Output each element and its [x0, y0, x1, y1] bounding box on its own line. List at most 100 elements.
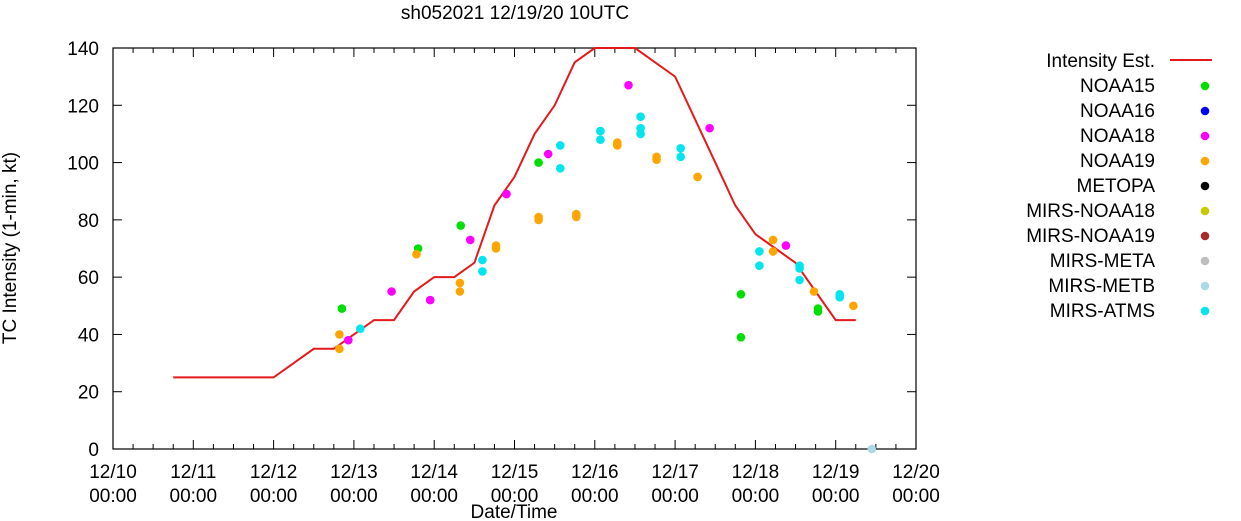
noaa19-point: [768, 247, 778, 256]
legend-label-mirs-noaa19: MIRS-NOAA19: [1026, 226, 1155, 247]
mirs-metb-point: [867, 444, 877, 454]
legend-swatch-noaa16: [1200, 106, 1210, 116]
noaa19-point: [809, 287, 819, 296]
noaa18-point: [624, 80, 633, 90]
noaa19-point: [335, 330, 344, 339]
x-tick-time: 00:00: [170, 486, 218, 507]
noaa19-point: [693, 172, 702, 182]
legend-swatch-noaa18: [1200, 131, 1210, 141]
legend-label-noaa19: NOAA19: [1080, 151, 1155, 172]
mirs-atms-point: [755, 247, 764, 256]
mirs-atms-point: [596, 126, 605, 136]
point-layer: [335, 80, 877, 454]
x-tick-time: 00:00: [651, 486, 699, 507]
x-tick-date: 12/14: [410, 462, 458, 483]
mirs-atms-point: [755, 261, 764, 271]
legend: Intensity Est. NOAA15 NOAA16 NOAA18 NOAA19 ME…: [1026, 51, 1212, 322]
x-tick-time: 00:00: [89, 486, 137, 507]
x-tick-date: 12/15: [491, 462, 539, 483]
noaa18-point: [344, 335, 353, 345]
noaa19-point: [455, 287, 465, 296]
y-tick-label: 0: [88, 440, 99, 461]
mirs-atms-point: [676, 144, 685, 153]
legend-swatch-metopa: [1200, 181, 1210, 191]
chart-title: sh052021 12/19/20 10UTC: [401, 3, 629, 24]
y-tick-label: 20: [78, 383, 99, 404]
noaa19-point: [335, 344, 344, 354]
x-tick-time: 00:00: [410, 486, 458, 507]
noaa15-point: [736, 333, 746, 342]
tick-layer: 0 20 40 60 80 100 120 140 12/10 00:00 12/11 00:00 12…: [67, 39, 939, 507]
y-axis-label: TC Intensity (1-min, kt): [0, 152, 21, 344]
noaa18-point: [502, 189, 511, 199]
noaa18-point: [387, 287, 396, 296]
y-tick-label: 60: [78, 268, 99, 289]
y-tick-label: 120: [67, 96, 99, 117]
noaa15-point: [534, 158, 543, 167]
x-tick-time: 00:00: [571, 486, 619, 507]
mirs-atms-point: [636, 129, 645, 139]
noaa18-point: [425, 295, 435, 305]
mirs-atms-point: [676, 152, 685, 162]
x-tick-date: 12/11: [170, 462, 216, 483]
plot-frame: [112, 47, 917, 450]
legend-swatch-noaa15: [1200, 81, 1210, 91]
x-tick-date: 12/10: [89, 462, 137, 483]
x-tick-time: 00:00: [812, 486, 860, 507]
legend-swatch-mirs-atms: [1200, 306, 1210, 316]
x-tick-date: 12/13: [330, 462, 378, 483]
noaa18-point: [543, 149, 553, 159]
x-tick-time: 00:00: [491, 486, 539, 507]
legend-label-noaa15: NOAA15: [1080, 76, 1155, 97]
y-tick-label: 100: [67, 154, 99, 175]
noaa15-point: [456, 221, 466, 230]
noaa19-point: [491, 244, 501, 253]
noaa18-point: [781, 241, 791, 250]
mirs-atms-point: [356, 324, 365, 334]
noaa18-point: [466, 235, 475, 245]
x-tick-date: 12/18: [732, 462, 780, 483]
legend-swatch-mirs-meta: [1200, 256, 1210, 266]
legend-label-noaa16: NOAA16: [1080, 101, 1155, 122]
legend-swatch-mirs-metb: [1200, 281, 1210, 291]
x-tick-date: 12/19: [812, 462, 860, 483]
mirs-atms-point: [795, 275, 804, 285]
x-tick-date: 12/16: [571, 462, 619, 483]
legend-label-mirs-meta: MIRS-META: [1050, 251, 1156, 272]
x-tick-time: 00:00: [892, 486, 940, 507]
noaa19-point: [768, 235, 778, 245]
mirs-atms-point: [478, 255, 487, 265]
noaa19-point: [613, 141, 622, 150]
mirs-atms-point: [478, 267, 487, 276]
noaa18-point: [705, 123, 714, 133]
x-axis-label: Date/Time: [471, 502, 558, 521]
x-tick-date: 12/17: [651, 462, 699, 483]
legend-swatch-mirs-noaa18: [1200, 206, 1210, 216]
mirs-atms-point: [556, 141, 565, 150]
intensity-estimate-line: [173, 47, 856, 379]
mirs-atms-point: [596, 135, 605, 144]
legend-label-mirs-noaa18: MIRS-NOAA18: [1026, 201, 1155, 222]
noaa19-point: [849, 301, 858, 311]
mirs-atms-point: [556, 164, 565, 173]
legend-label-noaa18: NOAA18: [1080, 126, 1155, 147]
line-layer: [173, 47, 856, 379]
x-tick-date: 12/20: [892, 462, 940, 483]
y-tick-label: 40: [78, 325, 99, 346]
noaa19-point: [455, 278, 465, 288]
x-tick-date: 12/12: [250, 462, 298, 483]
legend-label-intensity-est-: Intensity Est.: [1046, 51, 1155, 72]
mirs-atms-point: [636, 112, 645, 121]
x-tick-time: 00:00: [330, 486, 378, 507]
legend-label-mirs-atms: MIRS-ATMS: [1050, 301, 1155, 322]
legend-swatch-noaa19: [1200, 156, 1210, 166]
noaa19-point: [572, 212, 581, 222]
x-tick-time: 00:00: [732, 486, 780, 507]
noaa19-point: [534, 215, 543, 225]
legend-label-metopa: METOPA: [1077, 176, 1156, 197]
mirs-atms-point: [835, 292, 844, 302]
noaa19-point: [412, 249, 421, 259]
x-tick-time: 00:00: [250, 486, 298, 507]
y-tick-label: 80: [78, 211, 99, 232]
